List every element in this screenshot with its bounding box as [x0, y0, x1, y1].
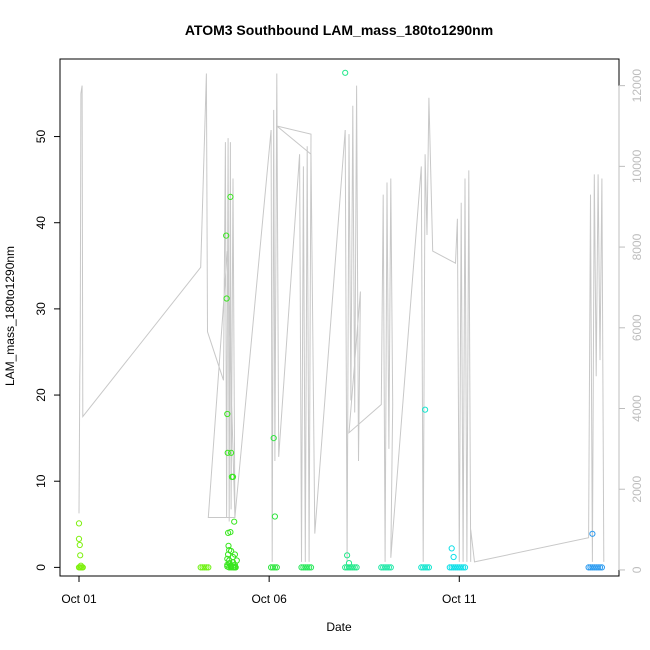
x-axis: Oct 01 Oct 06 Oct 11 — [61, 575, 477, 606]
y-left-tick-label: 10 — [34, 474, 48, 488]
data-point — [224, 410, 231, 418]
data-point — [231, 551, 238, 558]
data-point — [231, 564, 238, 571]
data-points-layer — [75, 69, 606, 571]
data-point — [378, 564, 385, 571]
data-point — [422, 564, 429, 571]
data-point — [450, 553, 457, 561]
data-point — [342, 69, 349, 76]
data-point — [271, 513, 278, 520]
data-point — [456, 564, 463, 571]
data-point — [344, 552, 351, 559]
data-point — [304, 564, 311, 571]
y-left-tick-label: 50 — [34, 130, 48, 144]
data-point — [199, 564, 206, 571]
y-right-tick-label: 12000 — [630, 69, 644, 103]
y-left-tick-label: 0 — [34, 564, 48, 571]
data-point — [225, 542, 232, 549]
data-point — [596, 564, 604, 571]
data-point — [460, 564, 467, 571]
data-point — [225, 551, 232, 558]
data-point — [345, 564, 353, 571]
data-point — [423, 564, 431, 571]
data-point — [203, 564, 210, 571]
data-point — [224, 555, 231, 562]
data-point — [598, 564, 606, 571]
y-left-tick-label: 20 — [34, 388, 48, 402]
data-point — [385, 564, 392, 571]
x-axis-label: Date — [326, 620, 352, 634]
data-point — [349, 564, 356, 571]
data-point — [353, 564, 360, 571]
x-tick-label: Oct 06 — [251, 592, 287, 606]
data-point — [307, 564, 315, 571]
y-right-tick-label: 6000 — [630, 314, 644, 341]
y-axis-right: 0 2000 4000 6000 8000 10000 12000 — [618, 69, 644, 573]
data-point — [418, 564, 425, 571]
y-axis-left: 0 10 20 30 40 50 — [34, 130, 61, 571]
data-point — [231, 518, 238, 525]
y-left-tick-label: 40 — [34, 216, 48, 230]
data-point — [228, 547, 235, 555]
data-point — [223, 295, 230, 302]
plot-frame — [59, 58, 620, 577]
data-point — [227, 529, 234, 536]
y-right-tick-label: 4000 — [630, 395, 644, 422]
data-point — [452, 564, 459, 571]
data-point — [75, 535, 83, 543]
data-point — [227, 193, 234, 200]
data-point — [454, 564, 461, 571]
data-point — [269, 564, 277, 571]
data-point — [306, 564, 313, 571]
y-right-tick-label: 2000 — [630, 476, 644, 503]
data-point — [77, 552, 84, 559]
data-point — [383, 564, 391, 571]
x-tick-label: Oct 11 — [442, 592, 477, 606]
data-point — [589, 530, 596, 537]
y-right-tick-label: 10000 — [630, 149, 644, 183]
data-point — [387, 564, 394, 571]
y-left-tick-label: 30 — [34, 302, 48, 316]
data-point — [351, 564, 358, 571]
data-point — [201, 564, 208, 571]
data-point — [458, 564, 465, 571]
data-point — [273, 564, 280, 571]
altitude-line-layer — [78, 73, 605, 563]
data-point — [229, 473, 237, 480]
data-point — [76, 541, 83, 549]
data-point — [298, 564, 305, 571]
data-point — [228, 564, 235, 571]
data-point — [271, 564, 278, 571]
data-point — [300, 564, 307, 571]
data-point — [446, 564, 453, 571]
y-axis-label: LAM_mass_180to1290nm — [3, 246, 17, 386]
data-point — [197, 564, 204, 571]
data-point — [223, 232, 230, 239]
data-point — [205, 564, 212, 571]
data-point — [595, 564, 602, 571]
data-point — [79, 564, 86, 571]
data-point — [425, 564, 432, 571]
chart-title: ATOM3 Southbound LAM_mass_180to1290nm — [185, 22, 493, 38]
data-point — [302, 564, 309, 571]
data-point — [228, 449, 235, 456]
data-point — [461, 564, 469, 571]
data-point — [448, 545, 455, 552]
data-point — [224, 449, 231, 456]
data-point — [270, 435, 277, 442]
y-right-tick-label: 8000 — [630, 233, 644, 260]
x-tick-label: Oct 01 — [61, 592, 97, 606]
data-point — [75, 520, 83, 527]
data-point — [422, 406, 429, 413]
data-point — [345, 560, 353, 567]
y-right-tick-label: 0 — [630, 566, 644, 573]
altitude-series-line — [78, 73, 605, 563]
